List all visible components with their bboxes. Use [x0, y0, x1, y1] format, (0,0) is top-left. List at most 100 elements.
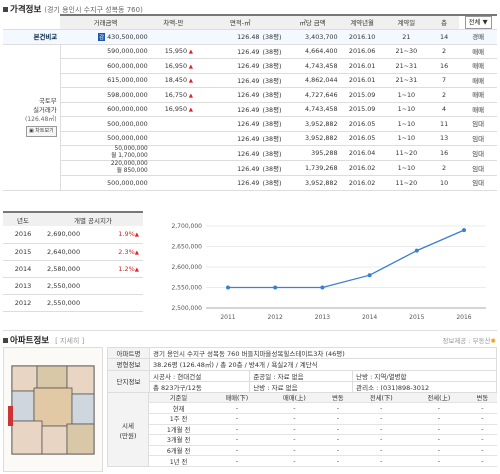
chart-point[interactable]	[226, 285, 230, 290]
col-day[interactable]: 계약일	[383, 14, 429, 30]
market-cell: -	[265, 424, 324, 436]
market-cell: -	[323, 455, 353, 468]
col-area[interactable]: 면적-㎡	[196, 14, 285, 30]
detail-link[interactable]: [ 지세히 ]	[55, 337, 85, 345]
market-header: 전세(上)	[410, 393, 468, 404]
yearly-row: 2013 2,550,000	[3, 277, 143, 295]
chart-point[interactable]	[462, 228, 466, 233]
chart-point[interactable]	[273, 285, 278, 290]
apt-info-wrap: 아파트명 경기 용인시 수지구 성복동 760 버들치마을성복힐스테이트3차 (…	[107, 346, 497, 468]
col-ym[interactable]: 계약년월	[340, 14, 384, 30]
year-cell: 2013	[3, 277, 43, 295]
market-cell: -	[265, 434, 324, 446]
market-cell: -	[352, 445, 411, 457]
price-info-header: 가격정보 (경기 용인시 수지구 성복동 760)	[3, 3, 143, 15]
chart-y-ticks: 2,700,000 2,650,000 2,600,000 2,550,000 2,50…	[171, 223, 202, 312]
up-arrow-icon: ▲	[187, 92, 194, 99]
market-row: 1주 전------	[149, 413, 497, 425]
area-cell: 126.49 (38평)	[196, 131, 285, 146]
chart-view-button[interactable]: ▣ 차트보기	[25, 126, 57, 137]
price-row: 50,000,000 월 1,700,000 126.49 (38평) 395,288 2…	[3, 145, 497, 161]
diff-cell	[150, 29, 197, 45]
market-cell: -	[410, 413, 468, 425]
official-price-label: 국토부 실거래가 (126.48㎡) ▣ 차트보기	[3, 44, 61, 191]
kind-filter-select[interactable]: 전체 ▼	[464, 16, 492, 29]
market-cell: -	[410, 445, 468, 457]
yearly-row: 2016 2,690,000 1.9%▲	[3, 226, 143, 244]
chart-point[interactable]	[320, 285, 325, 290]
yearly-row: 2012 2,550,000	[3, 294, 143, 312]
price-row: 600,000,000 16,950 ▲ 126.49 (38평) 4,743,458 2…	[3, 58, 497, 74]
market-cell: -	[323, 413, 353, 425]
apt-name-row: 아파트명 경기 용인시 수지구 성복동 760 버들치마을성복힐스테이트3차 (…	[107, 346, 497, 360]
chart-point[interactable]	[414, 248, 419, 253]
diff-cell: 16,950 ▲	[150, 102, 197, 117]
price-cell: 598,000,000	[60, 87, 151, 103]
market-cell: -	[208, 455, 266, 468]
chart-x-tick-label: 2011	[220, 314, 235, 321]
heating-value: 난방 : 지역/열병합	[352, 369, 497, 382]
pct-change: 2.3%▲	[118, 247, 139, 256]
office-phone-value: 관리소 : (031)898-3012	[352, 380, 497, 394]
col-floor[interactable]: 층	[429, 14, 460, 30]
chart-points	[226, 228, 466, 290]
diff-cell	[150, 131, 197, 146]
ym-cell: 2016.05	[340, 131, 384, 146]
floor-plan-image[interactable]	[3, 347, 103, 472]
diff-cell: 16,750 ▲	[150, 87, 197, 103]
price-cell: 600,000,000	[60, 58, 151, 74]
apt-type-row: 평형정보 38.26평 (126.48㎡) / 총 20층 / 방4개 / 욕실…	[107, 358, 497, 371]
market-cell: 1년 전	[149, 455, 209, 468]
land-price-cell: 2,550,000	[43, 294, 143, 312]
col-land-price: 개별 공시지가	[43, 211, 143, 226]
pct-change: 1.9%▲	[118, 230, 139, 239]
price-info-address: (경기 용인시 수지구 성복동 760)	[44, 6, 143, 14]
ym-cell: 2016.06	[340, 44, 384, 59]
self-compare-label: 본건비교	[3, 29, 61, 45]
price-row: 500,000,000 126.49 (38평) 3,952,882 2016.05 1~…	[3, 116, 497, 132]
chevron-down-icon: ▼	[482, 18, 488, 26]
day-cell: 1~10	[383, 116, 429, 132]
price-row: 500,000,000 126.49 (38평) 3,952,882 2016.02 11…	[3, 175, 497, 191]
day-cell: 1~10	[383, 87, 429, 103]
land-price-cell: 2,550,000	[43, 277, 143, 295]
chart-x-tick-label: 2014	[362, 314, 377, 321]
market-cell: -	[467, 455, 497, 468]
floor-cell: 2	[429, 87, 460, 103]
ym-cell: 2015.09	[340, 87, 384, 103]
kind-cell: 매매	[459, 102, 497, 117]
ym-cell: 2016.04	[340, 145, 384, 161]
sun-logo-icon: ✺	[490, 337, 496, 345]
chart-x-tick-label: 2013	[315, 314, 330, 321]
ppm-cell: 1,739,268	[284, 160, 341, 176]
pct-change: 1.2%▲	[118, 264, 139, 273]
market-cell: -	[352, 402, 411, 414]
col-diff[interactable]: 차액-만	[150, 14, 197, 30]
price-cell: 600,000,000	[60, 102, 151, 117]
builder-value: 시공사 : 현대건설	[148, 369, 251, 382]
chart-y-tick-label: 2,700,000	[171, 223, 202, 230]
yearly-table-wrap: 년도 개별 공시지가 2016 2,690,000 1.9%▲ 2015 2,640,0…	[3, 211, 143, 312]
area-cell: 126.49 (38평)	[196, 73, 285, 88]
market-header: 전세(下)	[352, 393, 411, 404]
up-arrow-icon: ▲	[187, 78, 194, 85]
market-header: 기준일	[149, 393, 209, 404]
ppm-cell: 3,952,882	[284, 116, 341, 132]
up-arrow-icon: ▲	[187, 49, 194, 56]
price-table-wrap: 거래금액 차액-만 면적-㎡ ㎡당 금액 계약년월 계약일 층 전체 ▼ 본건비…	[3, 14, 497, 191]
land-price-cell: 2,690,000 1.9%▲	[43, 226, 143, 244]
market-header: 변동	[323, 393, 353, 404]
price-row: 615,000,000 18,450 ▲ 126.49 (38평) 4,862,044 2…	[3, 73, 497, 88]
source-label: 정보제공 : 부동산✺	[442, 337, 496, 345]
market-row: 3개월 전------	[149, 434, 497, 446]
market-cell: -	[352, 413, 411, 425]
chart-point[interactable]	[367, 273, 372, 278]
divider	[3, 330, 497, 331]
col-ppm[interactable]: ㎡당 금액	[284, 14, 341, 30]
heating2-value: 난방 : 자료 없음	[249, 380, 354, 394]
apt-info-title: 아파트정보	[10, 336, 50, 346]
col-price[interactable]: 거래금액	[60, 14, 151, 30]
yearly-row: 2015 2,640,000 2.3%▲	[3, 243, 143, 261]
year-cell: 2015	[3, 243, 43, 261]
market-header: 매매(下)	[208, 393, 266, 404]
